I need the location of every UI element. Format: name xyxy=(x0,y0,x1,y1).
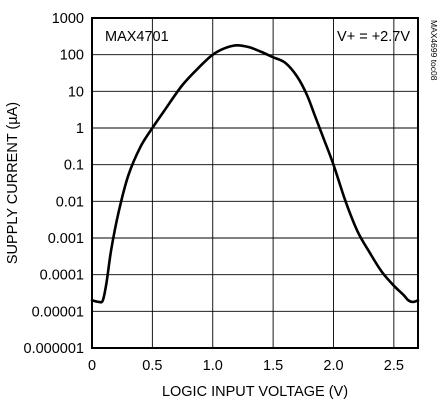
y-tick-label: 0.01 xyxy=(56,194,84,210)
y-tick-label: 1 xyxy=(76,121,84,137)
y-tick-label: 0.00001 xyxy=(32,304,84,320)
x-axis-title: LOGIC INPUT VOLTAGE (V) xyxy=(162,384,348,400)
x-tick-labels: 0 0.5 1.0 1.5 2.0 2.5 xyxy=(88,358,404,374)
x-tick-label: 0.5 xyxy=(142,358,162,374)
x-tick-label: 0 xyxy=(88,358,96,374)
grid-lines xyxy=(91,17,418,349)
y-tick-label: 0.001 xyxy=(48,231,84,247)
supply-current-curve xyxy=(90,43,420,304)
x-tick-label: 2.5 xyxy=(384,358,404,374)
figure-id-label: MAX4699 toc08 xyxy=(429,20,439,81)
voltage-annotation: V+ = +2.7V xyxy=(337,29,410,45)
x-tick-label: 1.5 xyxy=(263,358,283,374)
y-tick-label: 0.1 xyxy=(64,158,84,174)
y-axis-title: SUPPLY CURRENT (µA) xyxy=(5,102,21,264)
y-tick-label: 10 xyxy=(68,84,84,100)
plot-frame xyxy=(91,17,419,349)
y-tick-label: 0.000001 xyxy=(24,341,84,357)
x-tick-label: 2.0 xyxy=(323,358,343,374)
x-tick-label: 1.0 xyxy=(203,358,223,374)
y-tick-label: 0.0001 xyxy=(40,268,84,284)
y-tick-label: 1000 xyxy=(52,11,84,27)
chart-title: MAX4701 xyxy=(105,29,169,45)
y-tick-label: 100 xyxy=(60,48,84,64)
y-tick-labels: 0.000001 0.00001 0.0001 0.001 0.01 0.1 1 10 100 1… xyxy=(24,11,84,357)
